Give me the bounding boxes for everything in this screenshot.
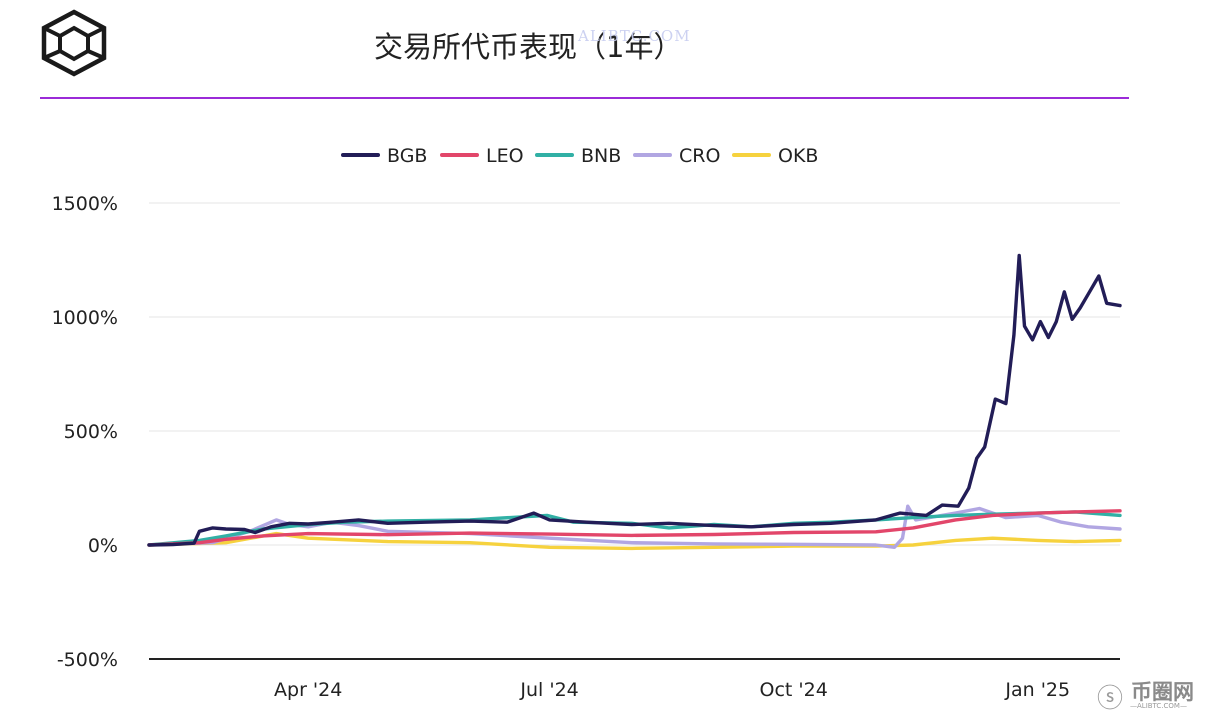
y-tick-label: 0% [88,535,118,557]
chart-title: 交易所代币表现（1年） [374,30,683,64]
title-divider [40,97,1129,99]
watermark-url: —ALIBTC.COM— [1130,702,1187,710]
watermark-logo-icon: ⓢ [1097,684,1124,714]
chart-series [147,253,1122,551]
legend-label-bgb: BGB [387,145,427,167]
y-tick-label: 1500% [52,193,118,215]
y-tick-label: 1000% [52,307,118,329]
x-tick-label: Jul '24 [519,679,578,701]
y-tick-label: -500% [57,649,118,671]
site-watermark: ⓢ 币圈网 —ALIBTC.COM— [1097,676,1205,714]
logo-cube-icon [41,9,107,77]
chart-gridlines [149,202,1120,546]
watermark-text: ALIBTC.COM [578,27,691,45]
legend-label-cro: CRO [679,145,720,167]
watermark-name: 币圈网 [1131,680,1194,704]
series-line-leo [147,509,1122,547]
y-axis-ticks: 1500% 1000% 500% 0% -500% [52,193,118,671]
x-tick-label: Jan '25 [1004,679,1070,701]
series-line-bgb [147,253,1122,547]
series-line-okb [147,531,1122,551]
x-tick-label: Oct '24 [760,679,828,701]
legend-label-okb: OKB [778,145,818,167]
x-axis-ticks: Apr '24 Jul '24 Oct '24 Jan '25 [274,679,1070,701]
legend-label-bnb: BNB [581,145,621,167]
chart-legend: BGB LEO BNB CRO OKB [341,145,818,167]
series-line-bnb [147,510,1122,547]
legend-label-leo: LEO [486,145,524,167]
x-tick-label: Apr '24 [274,679,342,701]
y-tick-label: 500% [64,421,118,443]
